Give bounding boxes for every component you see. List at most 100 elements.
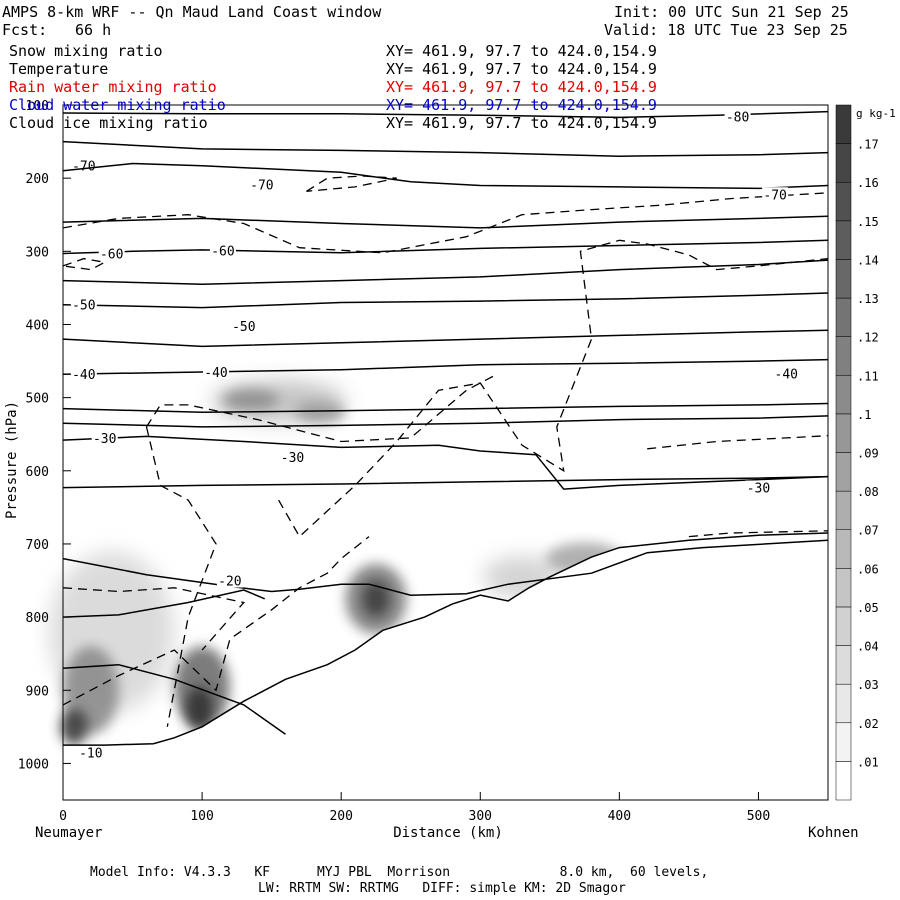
x-end-label: Kohnen xyxy=(808,825,859,841)
contour-label-bg xyxy=(773,366,800,381)
y-axis-label: Pressure (hPa) xyxy=(4,401,20,519)
legend-field-coords: XY= 461.9, 97.7 to 424.0,154.9 xyxy=(386,78,657,96)
contour-label: -30 xyxy=(747,482,770,497)
y-tick-label: 400 xyxy=(26,318,49,333)
x-tick-label: 300 xyxy=(469,809,492,824)
colorbar: .01 .02 .03 .04 .05 .06 .07 .08 .09 .1 .11 .12 .13 .1… xyxy=(835,104,896,801)
snow-dashed-contours xyxy=(62,175,829,727)
snow-contour xyxy=(145,375,495,443)
colorbar-segment xyxy=(835,181,852,222)
snow-contour xyxy=(278,239,829,538)
colorbar-segment xyxy=(835,413,852,453)
colorbar-segment xyxy=(835,606,852,646)
legend-field-coords: XY= 461.9, 97.7 to 424.0,154.9 xyxy=(386,42,657,60)
colorbar-segment xyxy=(835,452,852,492)
colorbar-label: .06 xyxy=(857,562,879,576)
colorbar-segment xyxy=(835,683,852,724)
y-tick-label: 600 xyxy=(26,465,49,480)
colorbar-label: .08 xyxy=(857,485,879,499)
shading-blob xyxy=(222,389,279,411)
temperature-contour xyxy=(62,435,829,490)
contour-label: -60 xyxy=(211,245,234,260)
forecast-hour: 66 h xyxy=(75,21,112,39)
y-tick-label: 100 xyxy=(26,99,49,114)
contour-label-bg xyxy=(724,109,751,124)
snow-contour xyxy=(145,426,217,727)
colorbar-segment xyxy=(835,761,852,801)
model-info-line1: Model Info: V4.3.3 KF MYJ PBL Morrison 8… xyxy=(90,865,709,880)
valid-time: Valid: 18 UTC Tue 23 Sep 25 xyxy=(604,21,848,39)
contour-label: -50 xyxy=(232,320,255,335)
terrain-outline xyxy=(63,532,829,746)
x-start-label: Neumayer xyxy=(35,825,102,841)
contour-label-bg xyxy=(216,573,243,588)
colorbar-label: .05 xyxy=(857,601,879,615)
x-tick-label: 500 xyxy=(747,809,770,824)
contour-label: -10 xyxy=(79,746,102,761)
y-tick-label: 900 xyxy=(26,684,49,699)
colorbar-label: .1 xyxy=(857,408,871,422)
colorbar-label: .17 xyxy=(857,138,879,152)
temperature-contours: -80 -70 -70 -70 -60 -60 -50 -50 -40 -40 -40 -30 -30 -… xyxy=(62,109,829,761)
x-axis: 0 100 200 300 400 500 xyxy=(59,792,770,824)
colorbar-label: .09 xyxy=(857,447,879,461)
contour-label: -70 xyxy=(72,160,95,175)
colorbar-label: .16 xyxy=(857,176,879,190)
temperature-contour xyxy=(62,402,829,414)
legend-field-coords: XY= 461.9, 97.7 to 424.0,154.9 xyxy=(386,114,657,132)
contour-label: -40 xyxy=(72,368,95,383)
contour-label-bg xyxy=(279,449,306,464)
legend-field-name: Snow mixing ratio xyxy=(9,42,163,60)
contour-label: -40 xyxy=(204,366,227,381)
colorbar-segment xyxy=(835,529,852,569)
temperature-contour xyxy=(62,239,829,255)
colorbar-label: .03 xyxy=(857,678,879,692)
contour-label: -30 xyxy=(281,451,304,466)
colorbar-label: .01 xyxy=(857,755,879,769)
y-tick-label: 800 xyxy=(26,611,49,626)
legend-field-name: Temperature xyxy=(9,60,109,78)
contour-label-bg xyxy=(91,430,118,445)
contour-label: -70 xyxy=(763,188,786,203)
colorbar-segment xyxy=(835,259,852,299)
y-tick-label: 200 xyxy=(26,172,49,187)
y-tick-label: 700 xyxy=(26,538,49,553)
contour-label: -60 xyxy=(100,248,123,263)
colorbar-label: .07 xyxy=(857,524,879,538)
snow-contour xyxy=(62,192,829,254)
snow-contour xyxy=(62,536,370,706)
snow-contour xyxy=(62,257,107,271)
contour-label: -30 xyxy=(93,432,116,447)
legend-field-name: Cloud ice mixing ratio xyxy=(9,114,208,132)
contour-label-bg xyxy=(209,243,236,258)
contour-label: -50 xyxy=(72,299,95,314)
y-axis: 100 200 300 400 500 600 700 800 900 1000 xyxy=(18,99,71,772)
contour-label: -80 xyxy=(726,111,749,126)
chart-title: AMPS 8-km WRF -- Qn Maud Land Coast wind… xyxy=(2,3,382,21)
contour-label-bg xyxy=(203,365,229,380)
init-time: Init: 00 UTC Sun 21 Sep 25 xyxy=(614,3,849,21)
colorbar-segment xyxy=(835,645,852,685)
colorbar-segment xyxy=(835,220,852,260)
colorbar-segment xyxy=(835,490,852,530)
legend-field-coords: XY= 461.9, 97.7 to 424.0,154.9 xyxy=(386,96,657,114)
temperature-contour xyxy=(62,358,829,375)
contour-label-bg xyxy=(248,177,275,192)
contour-label-bg xyxy=(98,246,125,261)
shading-blob xyxy=(362,580,390,618)
colorbar-label: .15 xyxy=(857,215,879,229)
colorbar-label: .04 xyxy=(857,640,879,654)
legend-field-coords: XY= 461.9, 97.7 to 424.0,154.9 xyxy=(386,60,657,78)
temperature-contour xyxy=(62,110,829,119)
contour-label-bg xyxy=(70,297,97,312)
snow-contour xyxy=(647,435,829,450)
colorbar-segment xyxy=(835,568,852,608)
x-tick-label: 200 xyxy=(329,809,352,824)
x-tick-label: 100 xyxy=(190,809,213,824)
temperature-contour xyxy=(62,140,829,157)
model-info-line2: LW: RRTM SW: RRTMG DIFF: simple KM: 2D S… xyxy=(258,881,626,896)
temperature-contour xyxy=(62,415,829,428)
colorbar-segment xyxy=(835,375,852,415)
y-tick-label: 1000 xyxy=(18,757,49,772)
temperature-contour xyxy=(62,292,829,309)
